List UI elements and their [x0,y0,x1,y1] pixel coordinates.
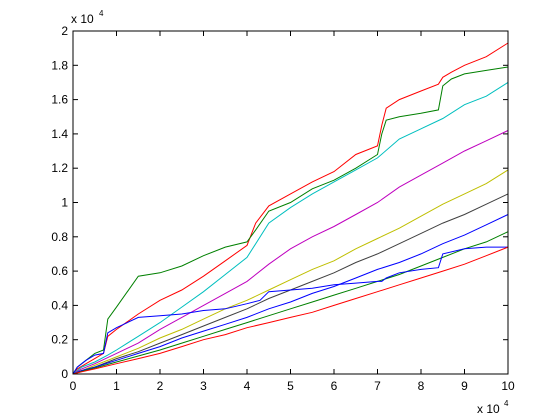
x-multiplier-exponent: 4 [504,399,509,408]
y-tick-label: 1.8 [51,58,68,72]
y-tick-label: 0 [61,367,68,381]
y-multiplier-label: x 10 [71,12,94,26]
y-tick-label: 1.6 [51,93,68,107]
y-axis: 0 0.2 0.4 0.6 0.8 1 1.2 1.4 1.6 1.8 2 [51,24,508,381]
x-tick-label: 1 [113,379,120,393]
y-tick-label: 1.2 [51,161,68,175]
x-tick-label: 5 [287,379,294,393]
y-tick-label: 0.6 [51,264,68,278]
x-tick-label: 10 [501,379,515,393]
series-line-10 [72,246,509,375]
series-line-1 [72,42,509,375]
x-tick-label: 3 [200,379,207,393]
series-line-5 [72,169,509,375]
x-tick-label: 8 [418,379,425,393]
y-tick-label: 0.8 [51,230,68,244]
series-line-8 [72,231,509,375]
x-multiplier: x 10 4 [477,399,509,416]
x-tick-label: 6 [331,379,338,393]
y-tick-label: 0.2 [51,333,68,347]
y-multiplier: x 10 4 [71,9,104,26]
y-tick-label: 2 [61,24,68,38]
x-tick-label: 4 [244,379,251,393]
x-tick-label: 9 [461,379,468,393]
x-tick-label: 0 [70,379,77,393]
x-tick-label: 7 [374,379,381,393]
series-line-9 [72,246,508,375]
series-line-7 [72,214,509,375]
x-axis: 0 1 2 3 4 5 6 7 8 9 10 [70,31,515,393]
x-multiplier-label: x 10 [477,402,500,416]
series-line-2 [72,66,509,375]
y-tick-label: 1.4 [51,127,68,141]
x-tick-label: 2 [157,379,164,393]
y-tick-label: 0.4 [51,298,68,312]
series-layer [72,42,509,375]
y-multiplier-exponent: 4 [99,9,104,18]
series-line-6 [72,193,509,375]
y-tick-label: 1 [61,196,68,210]
series-line-3 [72,81,509,375]
series-line-4 [72,130,509,375]
